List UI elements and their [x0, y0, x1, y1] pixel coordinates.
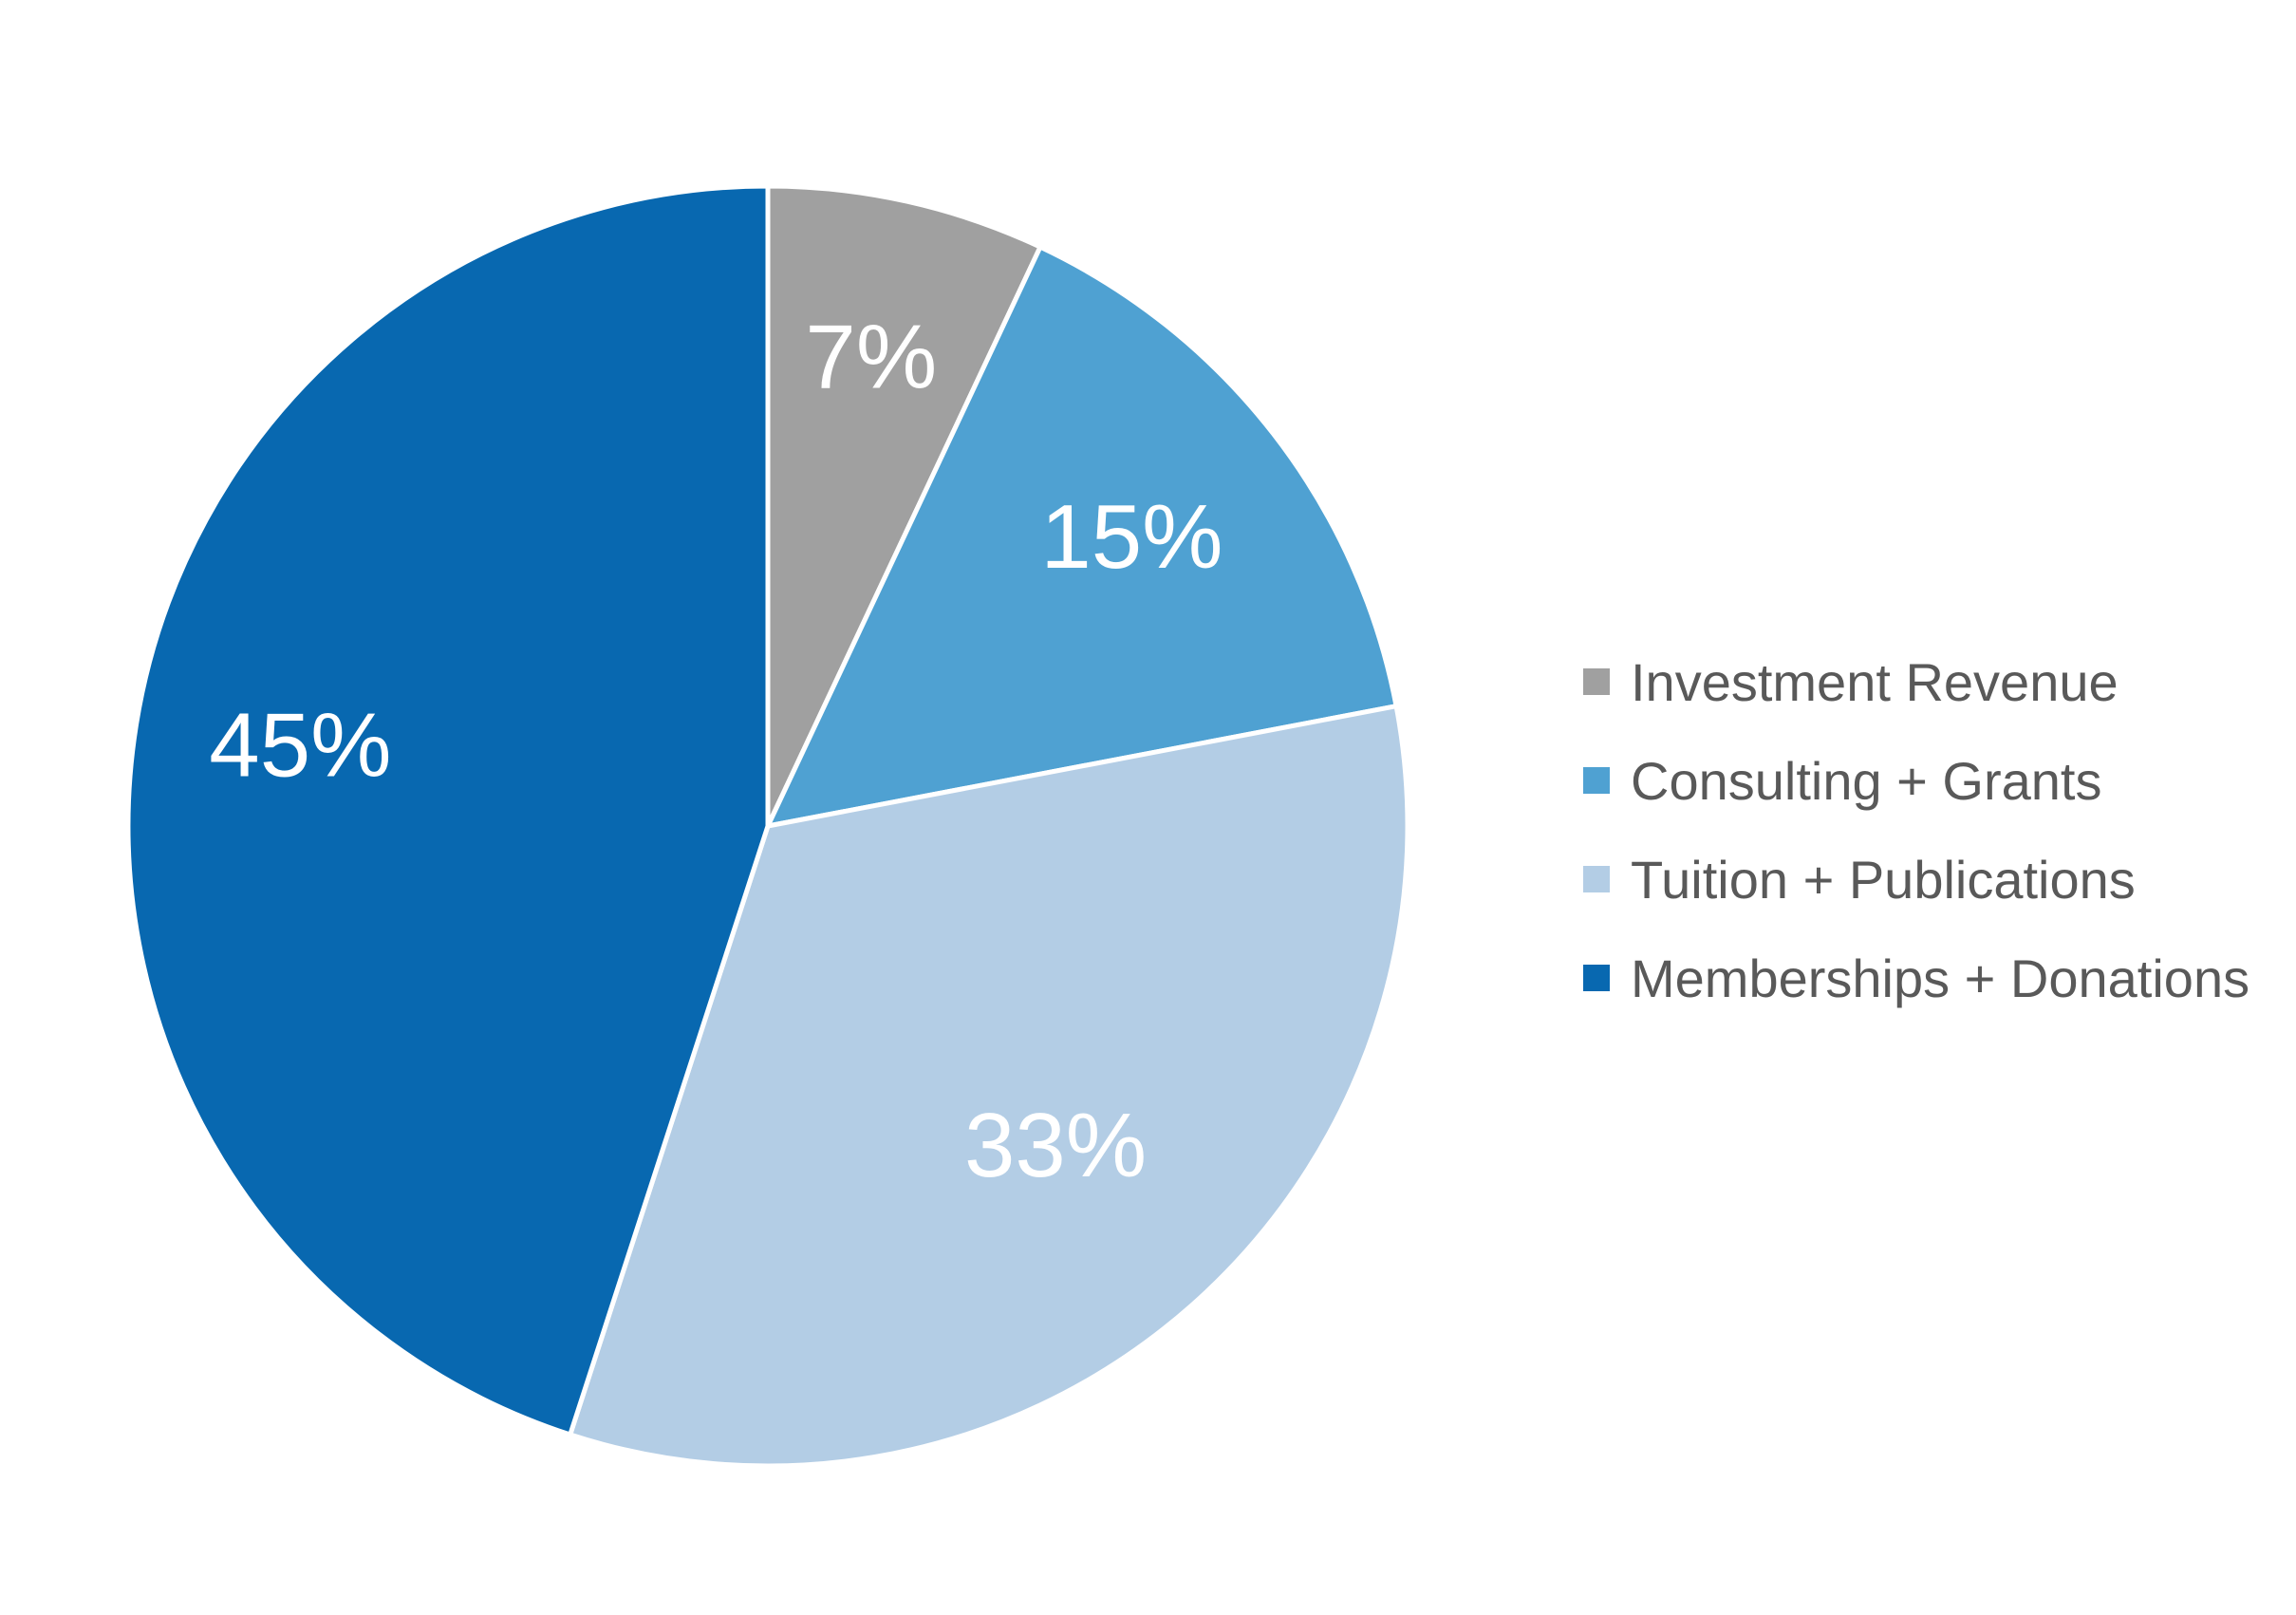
legend-swatch	[1583, 866, 1610, 892]
data-label-consulting-grants: 15%	[1040, 486, 1223, 588]
legend-label: Investment Revenue	[1631, 651, 2119, 712]
legend-label: Tuition + Publications	[1631, 849, 2136, 910]
data-label-tuition-publications: 33%	[964, 1095, 1147, 1196]
legend-swatch	[1583, 767, 1610, 794]
pie-slices	[125, 183, 1410, 1469]
pie-slice-investment-revenue	[765, 183, 1043, 829]
data-label-memberships-donations: 45%	[209, 694, 391, 796]
chart-legend: Investment Revenue Consulting + Grants Tui…	[1583, 632, 2249, 1027]
legend-item-investment-revenue: Investment Revenue	[1583, 632, 2249, 731]
legend-swatch	[1583, 965, 1610, 991]
pie-slice-tuition-publications	[568, 704, 1410, 1469]
pie-data-labels: 7% 15% 33% 45%	[209, 307, 1223, 1197]
data-label-investment-revenue: 7%	[805, 307, 937, 408]
legend-swatch	[1583, 668, 1610, 695]
legend-item-memberships-donations: Memberships + Donations	[1583, 929, 2249, 1027]
pie-slice-memberships-donations	[125, 183, 771, 1437]
legend-item-tuition-publications: Tuition + Publications	[1583, 830, 2249, 929]
pie-slice-consulting-grants	[765, 244, 1399, 829]
legend-item-consulting-grants: Consulting + Grants	[1583, 731, 2249, 830]
legend-label: Memberships + Donations	[1631, 948, 2250, 1008]
legend-label: Consulting + Grants	[1631, 750, 2102, 811]
